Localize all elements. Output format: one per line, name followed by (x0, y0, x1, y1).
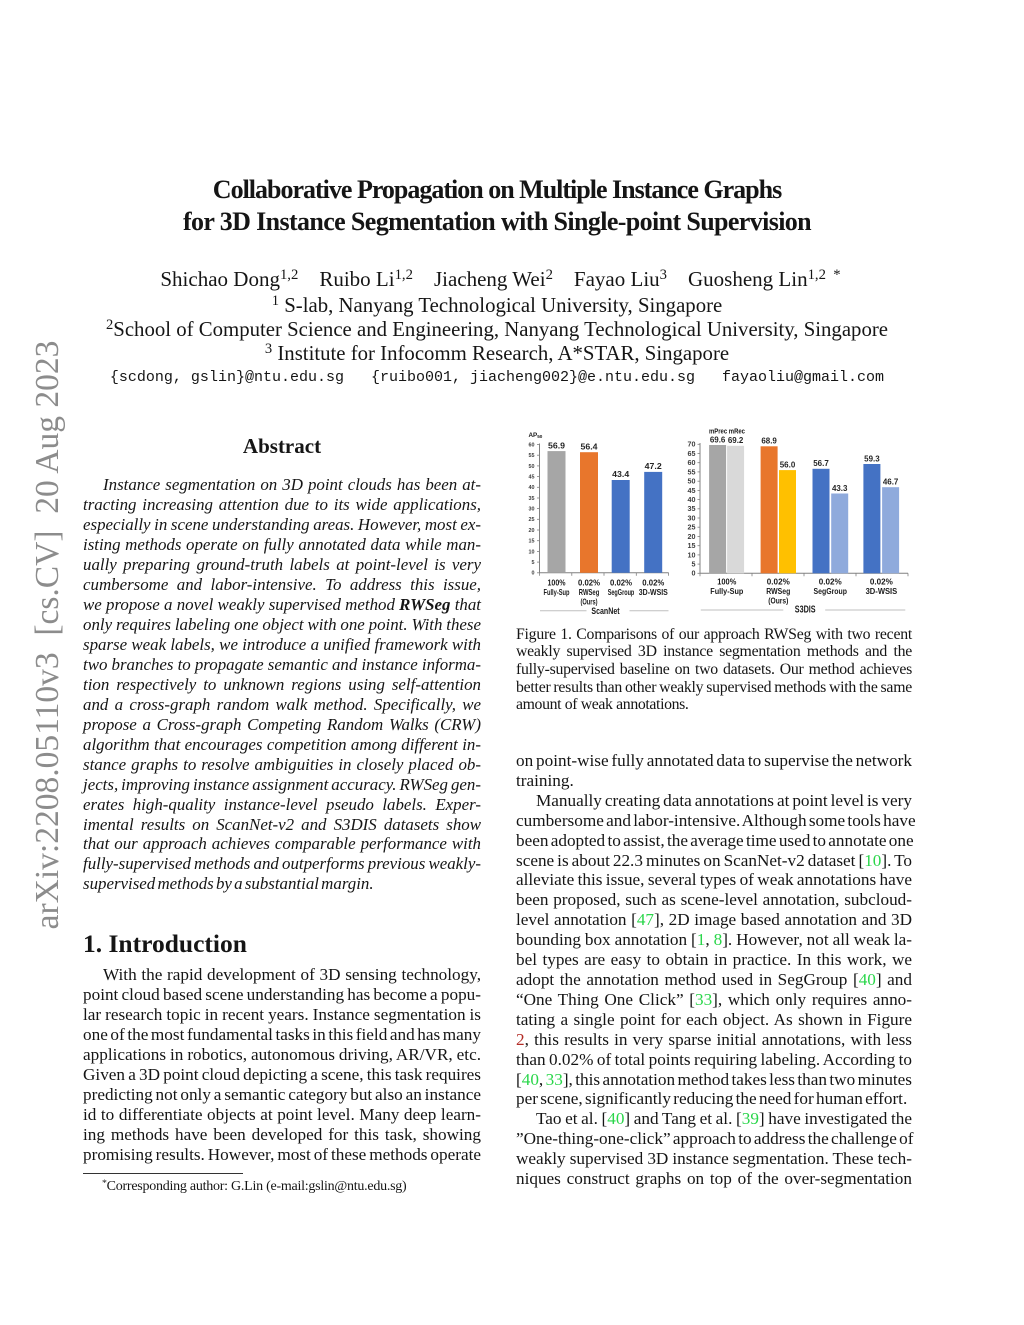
svg-text:Fully-Sup: Fully-Sup (544, 587, 570, 597)
svg-text:56.7: 56.7 (813, 459, 829, 468)
svg-text:(Ours): (Ours) (768, 596, 788, 606)
svg-text:100%: 100% (717, 577, 736, 587)
svg-text:70: 70 (688, 440, 696, 449)
svg-text:60: 60 (688, 458, 696, 467)
svg-text:69.2: 69.2 (728, 436, 744, 445)
svg-text:25: 25 (529, 517, 535, 523)
svg-text:(Ours): (Ours) (581, 596, 598, 606)
svg-text:SegGroup: SegGroup (814, 586, 848, 596)
svg-text:50: 50 (688, 477, 696, 486)
svg-text:0.02%: 0.02% (870, 577, 893, 587)
svg-text:3D-WSIS: 3D-WSIS (639, 587, 668, 597)
svg-text:50: 50 (529, 464, 535, 470)
svg-text:5: 5 (692, 560, 696, 569)
svg-text:43.4: 43.4 (612, 470, 630, 479)
svg-text:0.02%: 0.02% (819, 577, 842, 587)
svg-text:0.02%: 0.02% (578, 578, 601, 588)
svg-text:46.7: 46.7 (883, 478, 899, 487)
svg-text:10: 10 (529, 549, 535, 555)
svg-text:47.2: 47.2 (645, 462, 663, 471)
svg-text:SegGroup: SegGroup (608, 587, 635, 597)
svg-text:mPrec mRec: mPrec mRec (709, 427, 745, 436)
svg-text:60: 60 (529, 442, 535, 448)
svg-text:5: 5 (532, 560, 535, 566)
svg-text:55: 55 (688, 467, 696, 476)
svg-text:35: 35 (688, 504, 696, 513)
svg-text:40: 40 (688, 495, 696, 504)
svg-text:56.0: 56.0 (780, 461, 796, 470)
svg-text:RWSeg: RWSeg (579, 587, 600, 597)
svg-text:35: 35 (529, 496, 535, 502)
svg-text:30: 30 (688, 513, 696, 522)
svg-text:25: 25 (688, 523, 696, 532)
svg-text:56.9: 56.9 (548, 441, 566, 450)
svg-text:0: 0 (692, 569, 696, 578)
svg-text:100%: 100% (548, 578, 566, 588)
svg-text:45: 45 (529, 475, 535, 481)
svg-text:40: 40 (529, 485, 535, 491)
svg-text:3D-WSIS: 3D-WSIS (866, 586, 898, 596)
svg-text:Fully-Sup: Fully-Sup (710, 586, 743, 596)
svg-text:59.3: 59.3 (864, 454, 880, 463)
svg-text:69.6: 69.6 (710, 435, 726, 444)
svg-text:20: 20 (529, 528, 535, 534)
svg-text:AP50: AP50 (529, 432, 543, 439)
svg-text:15: 15 (529, 539, 535, 545)
svg-text:0.02%: 0.02% (610, 578, 633, 588)
svg-text:20: 20 (688, 532, 696, 541)
svg-text:0.02%: 0.02% (767, 577, 790, 587)
svg-text:0: 0 (532, 571, 535, 577)
svg-text:ScanNet: ScanNet (591, 606, 619, 616)
svg-text:65: 65 (688, 449, 696, 458)
svg-text:56.4: 56.4 (581, 442, 599, 451)
svg-text:45: 45 (688, 486, 696, 495)
svg-text:43.3: 43.3 (832, 484, 848, 493)
svg-text:RWSeg: RWSeg (766, 586, 790, 596)
svg-text:10: 10 (688, 550, 696, 559)
svg-text:55: 55 (529, 453, 535, 459)
svg-text:68.9: 68.9 (761, 437, 777, 446)
svg-text:S3DIS: S3DIS (795, 605, 816, 616)
svg-text:30: 30 (529, 507, 535, 513)
svg-text:0.02%: 0.02% (642, 578, 665, 588)
svg-text:15: 15 (688, 541, 696, 550)
